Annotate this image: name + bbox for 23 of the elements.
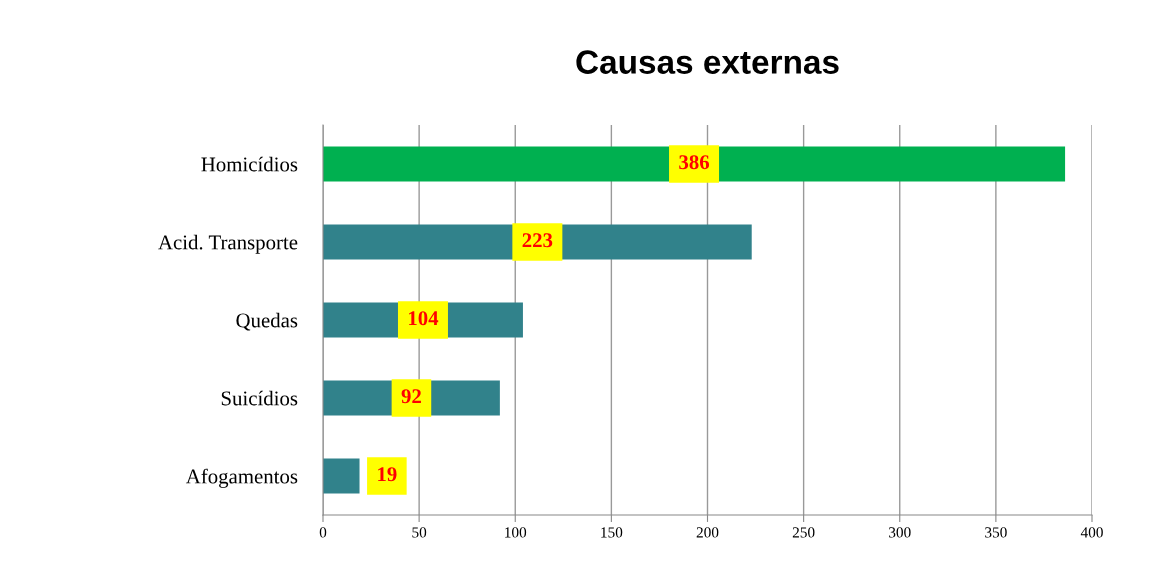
data-label: 104 (409, 311, 439, 326)
x-tick-label: 400 (1080, 527, 1103, 538)
x-tick-label: 200 (696, 527, 719, 538)
bar (323, 146, 1066, 182)
x-tick-label: 300 (889, 527, 911, 538)
data-label: 386 (679, 155, 710, 170)
y-tick-label: Suicídios (221, 390, 298, 406)
x-tick-label: 100 (505, 527, 527, 538)
bar (323, 458, 360, 494)
y-tick-label: Quedas (236, 312, 298, 331)
x-tick-label: 50 (412, 527, 427, 538)
y-tick-label: Homicídios (201, 156, 298, 172)
y-tick-label: Acid. Transporte (158, 234, 298, 254)
x-tick-label: 150 (601, 527, 623, 538)
x-tick-label: 0 (319, 527, 327, 538)
bar (323, 224, 752, 260)
y-tick-label: Afogamentos (185, 468, 298, 488)
data-label: 223 (522, 233, 553, 248)
data-label: 92 (401, 389, 421, 404)
x-tick-label: 350 (985, 527, 1007, 538)
x-tick-label: 250 (792, 527, 815, 538)
chart-title: Causas externas (576, 50, 839, 74)
data-label: 19 (378, 467, 397, 482)
